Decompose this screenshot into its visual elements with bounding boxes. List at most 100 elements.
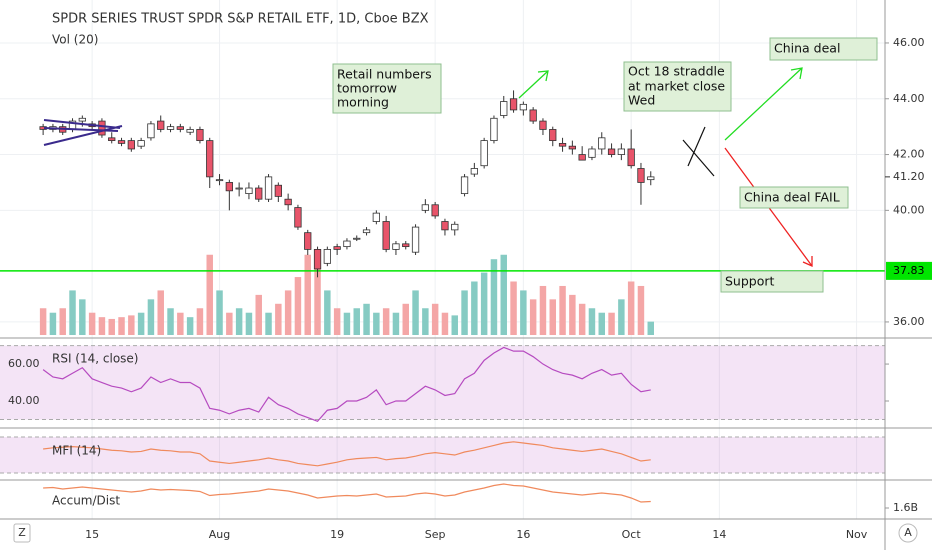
volume-bar: [98, 317, 106, 335]
candle-body: [549, 129, 557, 142]
y-tick-label: 44.00: [893, 92, 925, 105]
candle-body: [362, 229, 371, 234]
volume-bar: [510, 281, 517, 335]
rsi-line: [42, 346, 651, 423]
candle-body: [333, 246, 341, 250]
x-tick-label: Nov: [846, 528, 868, 541]
annotation: Support: [720, 270, 824, 293]
support-price-label: 37.83: [893, 264, 925, 277]
candle-body: [647, 176, 655, 181]
ad-tick-label: 1.6B: [893, 501, 918, 514]
annotation-text: China deal FAIL: [744, 190, 840, 205]
ad-label: Accum/Dist: [52, 494, 120, 508]
volume-bar: [500, 254, 507, 335]
candle-body: [353, 237, 361, 240]
candle-body: [186, 129, 194, 133]
candle-body: [529, 109, 537, 122]
volume-bar: [353, 308, 360, 335]
candle-body: [470, 168, 478, 175]
candle-body: [588, 148, 596, 158]
annotation-text: at market close: [628, 79, 725, 94]
volume-bar: [333, 308, 341, 335]
volume-bar: [79, 299, 86, 335]
volume-bar: [578, 303, 586, 335]
volume-bar: [275, 303, 282, 335]
corner-label[interactable]: Z: [18, 526, 26, 539]
corner-label[interactable]: A: [904, 526, 912, 539]
candle-body: [196, 129, 204, 142]
volume-bar: [598, 312, 605, 335]
candle-body: [509, 98, 518, 111]
triangle-drawing: [43, 119, 123, 146]
mfi-label: MFI (14): [52, 444, 101, 458]
y-tick-label: 46.00: [893, 36, 925, 49]
annotation-text: Wed: [628, 93, 655, 108]
volume-bar: [637, 285, 645, 335]
volume-bar: [559, 285, 566, 335]
rsi-band: [0, 345, 885, 420]
volume-bar: [382, 308, 390, 335]
volume-bar: [471, 281, 478, 335]
candle-body: [490, 117, 498, 142]
x-tick-label: 19: [330, 528, 344, 541]
corner-button[interactable]: [13, 523, 31, 543]
volume-bar: [441, 312, 449, 335]
volume-bar: [59, 308, 66, 335]
volume-bar: [520, 290, 527, 335]
volume-bar: [157, 290, 164, 335]
marks: [0, 90, 885, 503]
candle-body: [421, 204, 429, 211]
green-arrow: [518, 67, 803, 141]
candle-body: [147, 123, 155, 139]
grid: [0, 0, 885, 519]
mfi-band: [0, 437, 885, 474]
annotation: Retail numbers tomorrow morning: [332, 63, 442, 114]
volume-bar: [363, 303, 370, 335]
candle-body: [255, 187, 263, 200]
volume-bar: [88, 312, 96, 335]
volume-bar: [206, 254, 213, 335]
volume-label: Vol (20): [52, 33, 98, 47]
volume-bar: [373, 312, 380, 335]
annotation: China deal FAIL: [739, 186, 849, 209]
rsi-tick-label: 60.00: [8, 357, 40, 370]
candle-body: [304, 232, 312, 250]
volume-bar: [627, 281, 635, 335]
volume-bar: [177, 312, 184, 335]
candle-body: [539, 120, 547, 130]
ad-line: [43, 483, 651, 503]
volume-bar: [608, 312, 615, 335]
candle-body: [78, 117, 86, 122]
volume-bar: [49, 312, 57, 335]
support-price-box: [886, 261, 932, 280]
volume-bar: [128, 315, 135, 335]
candle-body: [382, 221, 390, 250]
annotation-text: tomorrow: [337, 81, 397, 96]
corner-button[interactable]: [898, 523, 918, 543]
annotation-text: morning: [337, 95, 389, 110]
candle-body: [264, 176, 273, 200]
candle-body: [98, 120, 106, 136]
candle-body: [323, 249, 331, 264]
rsi-label: RSI (14, close): [52, 352, 138, 366]
candle-body: [225, 182, 233, 192]
mfi-line: [43, 441, 651, 467]
y-tick-label: 42.00: [893, 148, 925, 161]
volume-bar: [294, 277, 302, 335]
candle-body: [568, 145, 576, 150]
volume-bar: [647, 321, 654, 335]
candle-body: [245, 187, 253, 195]
x-tick-label: Aug: [209, 528, 230, 541]
x-tick-label: 14: [712, 528, 726, 541]
annotation-text: China deal: [774, 41, 840, 56]
volume-bar: [186, 317, 194, 335]
x-tick-label: Oct: [622, 528, 642, 541]
candle-body: [411, 226, 420, 253]
candle-body: [235, 187, 243, 190]
volume-bar: [588, 308, 596, 335]
volume-bar: [529, 299, 537, 335]
volume-bar: [118, 317, 125, 335]
candle-body: [578, 154, 586, 161]
candle-body: [343, 240, 351, 248]
